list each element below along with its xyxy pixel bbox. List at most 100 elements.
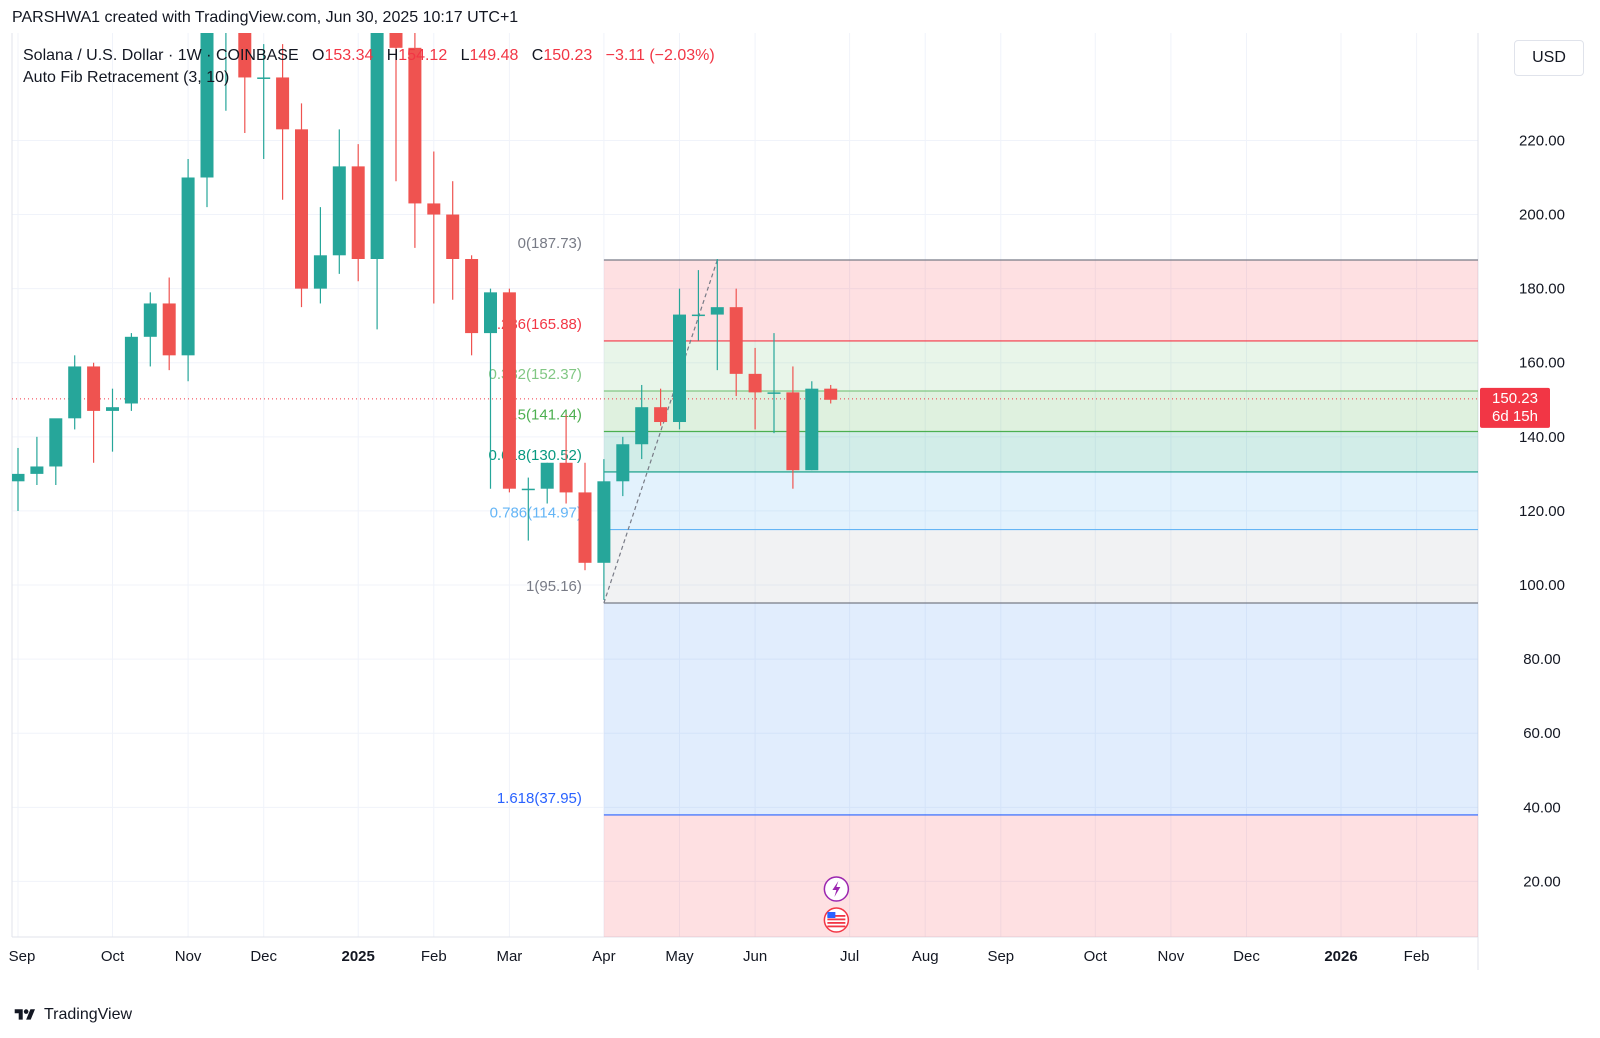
us-flag-icon[interactable] (823, 907, 850, 933)
time-tick-label: Nov (175, 948, 202, 965)
candle[interactable] (238, 0, 252, 134)
candle[interactable] (124, 333, 138, 411)
time-tick-label: Apr (592, 948, 615, 965)
candle[interactable] (313, 207, 327, 304)
candle-body (68, 366, 82, 419)
fib-level-label: 0.618(130.52) (488, 447, 581, 464)
candle[interactable] (295, 103, 308, 308)
chart-legend: Solana / U.S. Dollar · 1W · COINBASE O15… (23, 45, 715, 89)
candle[interactable] (257, 44, 271, 159)
time-tick-label: Oct (101, 948, 125, 965)
candle[interactable] (68, 355, 82, 430)
candle[interactable] (502, 288, 516, 493)
fib-zone (603, 431, 1478, 472)
candle[interactable] (219, 0, 232, 111)
candle-body (635, 407, 649, 445)
event-markers (823, 876, 850, 933)
candle-body (786, 392, 800, 471)
candle[interactable] (616, 436, 630, 497)
candlestick-series (12, 0, 838, 600)
candle[interactable] (521, 477, 535, 541)
candle[interactable] (446, 181, 460, 300)
us-flag-icon-stripe (827, 915, 846, 917)
time-axis: Sep Oct Nov Dec 2025 Feb Mar Apr May Jun Jul Aug Sep… (9, 948, 1430, 965)
candle[interactable] (106, 388, 119, 452)
price-tick-label: 220.00 (1519, 132, 1565, 149)
candle[interactable] (729, 288, 743, 397)
candle-body (597, 481, 611, 563)
candle[interactable] (143, 292, 157, 367)
change-value: −3.11 (−2.03%) (605, 47, 715, 64)
candle[interactable] (673, 288, 686, 430)
time-tick-label: Oct (1084, 948, 1108, 965)
price-tick-label: 140.00 (1519, 429, 1565, 446)
time-tick-label: Dec (1233, 948, 1260, 965)
candle[interactable] (87, 362, 101, 463)
candle[interactable] (767, 333, 781, 434)
time-tick-label: Feb (421, 948, 447, 965)
candle[interactable] (805, 381, 819, 471)
time-tick-label: Aug (912, 948, 939, 965)
candle[interactable] (691, 270, 705, 341)
candle[interactable] (351, 144, 365, 282)
price-tick-label: 160.00 (1519, 355, 1565, 372)
candle[interactable] (540, 462, 554, 504)
lightning-icon[interactable] (823, 876, 850, 902)
candle-body (276, 77, 290, 130)
candle[interactable] (465, 255, 479, 356)
price-tick-label: 60.00 (1523, 725, 1561, 742)
candle[interactable] (332, 129, 346, 274)
indicator-title[interactable]: Auto Fib Retracement (3, 10) (23, 69, 230, 86)
candle-body (12, 473, 25, 482)
candle[interactable] (276, 44, 290, 200)
candle[interactable] (597, 459, 611, 600)
candle-body (295, 129, 308, 289)
candle[interactable] (484, 288, 497, 489)
candle[interactable] (370, 0, 384, 330)
candle[interactable] (654, 388, 668, 426)
candle[interactable] (824, 384, 838, 404)
candle-body (370, 33, 384, 260)
candle[interactable] (200, 29, 214, 208)
currency-button[interactable]: USD (1514, 40, 1584, 76)
candle[interactable] (12, 447, 25, 511)
time-tick-label: 2026 (1324, 948, 1357, 965)
price-tick-label: 20.00 (1523, 873, 1561, 890)
candle[interactable] (162, 277, 176, 371)
fib-level-label: 0(187.73) (518, 235, 582, 252)
candle[interactable] (635, 384, 649, 460)
low-label: L (460, 47, 470, 64)
candle[interactable] (30, 436, 44, 485)
candle-body (691, 314, 705, 317)
fib-level-label: 0.236(165.88) (488, 316, 581, 333)
candle[interactable] (389, 0, 403, 182)
candle-body (143, 303, 157, 337)
candle-body (767, 392, 781, 394)
time-tick-label: Jun (743, 948, 767, 965)
last-price-value: 150.23 (1492, 390, 1538, 407)
symbol-title[interactable]: Solana / U.S. Dollar · 1W · COINBASE (23, 47, 299, 64)
fib-retracement: 0(187.73) 0.236(165.88) 0.382(152.37) 0.5(1… (12, 235, 1478, 937)
price-tick-label: 180.00 (1519, 281, 1565, 298)
candle[interactable] (559, 414, 573, 504)
candle[interactable] (748, 347, 762, 430)
candle[interactable] (710, 259, 724, 371)
candle[interactable] (578, 462, 592, 571)
candle-body (748, 373, 762, 393)
candle[interactable] (786, 366, 800, 489)
candle-body (502, 292, 516, 489)
candle-body (106, 407, 119, 411)
candle-body (710, 307, 724, 315)
time-tick-label: May (665, 948, 694, 965)
candle[interactable] (181, 158, 195, 382)
us-flag-icon-stripe (827, 925, 846, 928)
candle[interactable] (49, 418, 63, 485)
candle[interactable] (408, 0, 422, 248)
candle-body (313, 255, 327, 289)
high-value: 154.12 (398, 47, 448, 64)
candle[interactable] (427, 151, 441, 304)
candle-body (484, 292, 497, 334)
us-flag-icon-stripe (827, 922, 846, 924)
candle-body (729, 307, 743, 374)
